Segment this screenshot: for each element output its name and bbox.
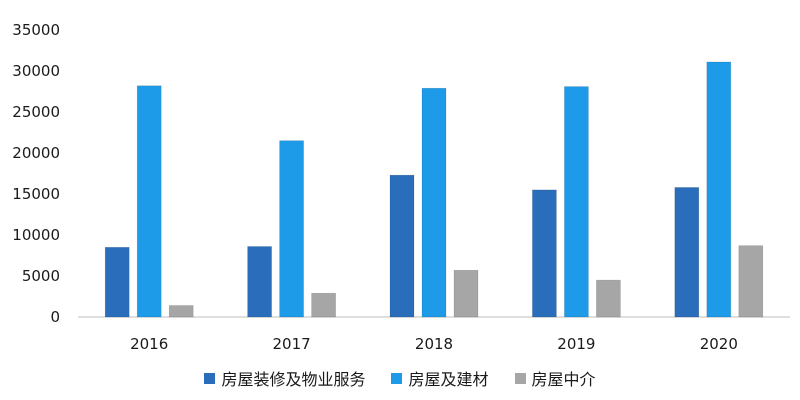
bar-2016-series-0	[104, 247, 130, 318]
bar-2016-series-1	[136, 85, 162, 318]
legend-item-renovation: 房屋装修及物业服务	[204, 366, 365, 390]
x-tick-label: 2017	[273, 335, 311, 353]
y-tick-label: 30000	[12, 62, 60, 80]
y-tick-label: 20000	[12, 144, 60, 162]
bar-2017-series-2	[311, 292, 336, 318]
x-tick-label: 2019	[557, 335, 595, 353]
bar-2020-series-2	[738, 245, 764, 318]
legend-swatch-agency	[514, 372, 526, 384]
legend-swatch-renovation	[204, 372, 216, 384]
x-tick-label: 2016	[130, 335, 168, 353]
legend: 房屋装修及物业服务 房屋及建材 房屋中介	[0, 364, 800, 392]
legend-item-agency: 房屋中介	[514, 366, 596, 390]
y-tick-label: 5000	[22, 267, 60, 285]
bar-2018-series-1	[421, 87, 447, 318]
bar-2019-series-1	[564, 86, 589, 318]
bar-2017-series-1	[279, 140, 304, 318]
y-tick-label: 10000	[12, 226, 60, 244]
y-tick-label: 15000	[12, 185, 60, 203]
bar-2019-series-0	[532, 189, 557, 318]
bar-2020-series-1	[706, 61, 732, 318]
bar-2020-series-0	[674, 187, 700, 318]
x-tick-label: 2018	[415, 335, 453, 353]
legend-label-building-materials: 房屋及建材	[408, 370, 489, 389]
bar-2018-series-0	[389, 174, 415, 318]
y-tick-label: 25000	[12, 103, 60, 121]
legend-swatch-building-materials	[391, 372, 403, 384]
x-tick-label: 2020	[700, 335, 738, 353]
y-tick-label: 0	[50, 308, 60, 326]
legend-item-building-materials: 房屋及建材	[391, 366, 489, 390]
bar-2018-series-2	[453, 269, 479, 318]
legend-label-renovation: 房屋装修及物业服务	[221, 370, 366, 389]
bar-2017-series-0	[247, 246, 272, 318]
legend-label-agency: 房屋中介	[531, 370, 596, 389]
y-tick-label: 35000	[12, 21, 60, 39]
bar-2016-series-2	[168, 305, 194, 318]
bar-2019-series-2	[596, 279, 621, 318]
